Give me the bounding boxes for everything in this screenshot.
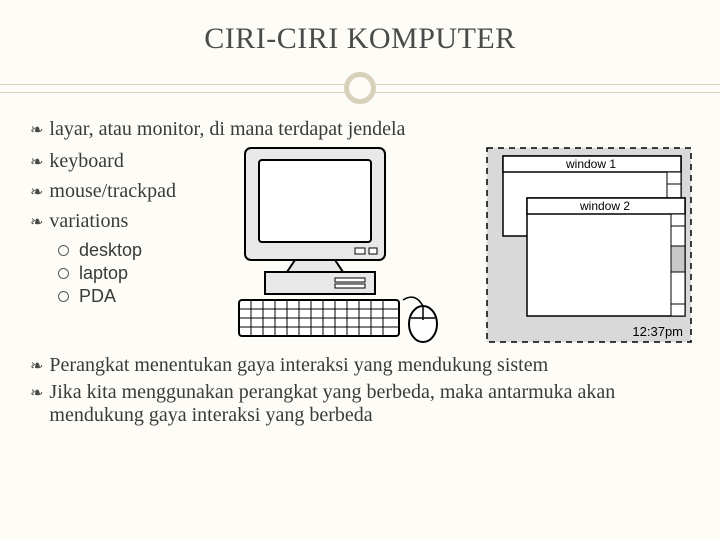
sub-bullet-item: PDA — [58, 286, 235, 307]
sub-bullet-text: PDA — [79, 286, 116, 307]
bullet-glyph-icon: ❧ — [30, 180, 43, 206]
windows-illustration: window 1 window 2 — [485, 146, 695, 346]
time-label: 12:37pm — [632, 324, 683, 339]
sub-bullet-item: laptop — [58, 263, 235, 284]
bullet-glyph-icon: ❧ — [30, 150, 43, 176]
bullet-item: ❧ layar, atau monitor, di mana terdapat … — [30, 118, 690, 144]
bullet-item: ❧ variations — [30, 210, 235, 236]
slide: CIRI-CIRI KOMPUTER ❧ layar, atau monitor… — [0, 0, 720, 540]
bullet-item: ❧ Jika kita menggunakan perangkat yang b… — [30, 381, 690, 427]
figure-area: window 1 window 2 — [235, 148, 690, 348]
bullet-glyph-icon: ❧ — [30, 354, 43, 380]
bullet-text: layar, atau monitor, di mana terdapat je… — [49, 118, 405, 141]
sub-bullet-item: desktop — [58, 240, 235, 261]
bullet-text: Perangkat menentukan gaya interaksi yang… — [49, 354, 548, 376]
bullet-text: Jika kita menggunakan perangkat yang ber… — [49, 381, 615, 426]
circle-icon — [58, 245, 69, 256]
bullet-text: mouse/trackpad — [49, 180, 176, 203]
circle-icon — [58, 268, 69, 279]
bullet-text: variations — [49, 210, 128, 233]
left-bullets: ❧ keyboard ❧ mouse/trackpad ❧ variations… — [30, 148, 235, 309]
sub-bullet-text: desktop — [79, 240, 142, 261]
bullet-item: ❧ mouse/trackpad — [30, 180, 235, 206]
bullet-item: ❧ keyboard — [30, 150, 235, 176]
content-area: ❧ layar, atau monitor, di mana terdapat … — [0, 104, 720, 427]
slide-title: CIRI-CIRI KOMPUTER — [0, 0, 720, 56]
window1-label: window 1 — [565, 157, 616, 171]
ring-icon — [344, 72, 376, 104]
title-divider — [0, 74, 720, 104]
bullet-glyph-icon: ❧ — [30, 118, 43, 144]
circle-icon — [58, 291, 69, 302]
bullet-item: ❧ Perangkat menentukan gaya interaksi ya… — [30, 354, 690, 377]
computer-illustration — [235, 142, 445, 347]
bullet-glyph-icon: ❧ — [30, 210, 43, 236]
window2-label: window 2 — [579, 199, 630, 213]
sub-bullet-text: laptop — [79, 263, 128, 284]
bullet-text: keyboard — [49, 150, 123, 173]
bullet-glyph-icon: ❧ — [30, 381, 43, 407]
